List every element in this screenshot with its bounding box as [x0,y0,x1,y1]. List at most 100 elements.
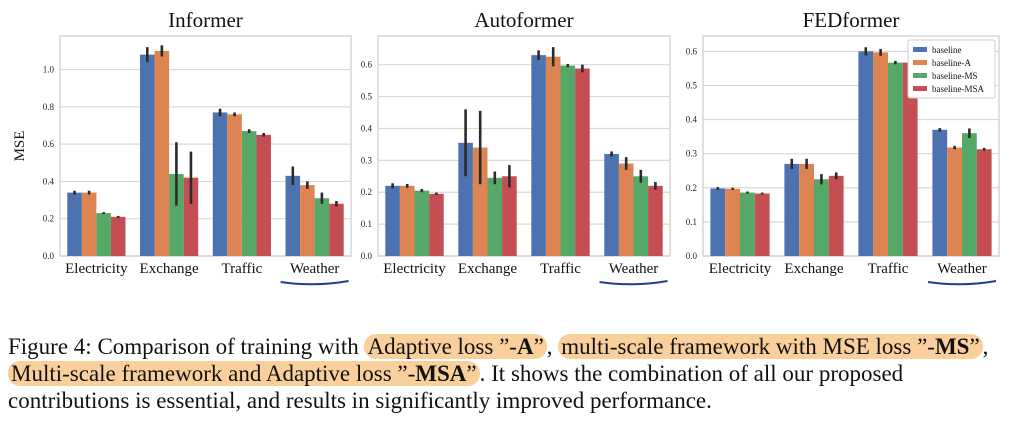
caption-highlight-multi-scale-adaptive: Multi-scale framework and Adaptive loss … [8,361,480,386]
caption-highlight-adaptive-loss: Adaptive loss ”-A” [364,334,547,359]
bar [814,179,829,256]
legend-label: baseline-A [932,58,971,68]
bar [873,52,888,256]
caption-hl3-bold: MSA [415,361,467,386]
bar [633,176,649,256]
bar [947,147,962,256]
bar [618,163,634,256]
y-tick-label: 0.2 [361,187,372,197]
bar [725,188,740,256]
x-tick-label: Traffic [221,261,262,277]
caption-hl1-text: Adaptive loss ”- [367,334,517,359]
x-tick-label: Electricity [383,261,446,277]
bar [414,190,430,256]
y-tick-label: 1.0 [43,65,55,75]
bar [429,193,444,256]
bar [754,193,770,256]
bar [399,185,415,256]
x-tick-label: Traffic [868,261,909,277]
x-tick-label: Weather [609,261,659,277]
bar [329,203,344,256]
bar [740,192,755,256]
plot-frame [377,35,671,257]
bar [385,185,400,256]
bar [256,134,271,256]
bar [227,114,242,256]
bar [828,175,844,256]
bar [545,56,561,256]
y-tick-label: 0.6 [361,60,373,70]
y-tick-label: 0.5 [686,80,698,90]
legend-swatch [913,60,927,65]
bar [784,163,800,256]
figure-caption: Figure 4: Comparison of training with Ad… [8,333,1012,414]
caption-highlight-multi-scale-mse: multi-scale framework with MSE loss ”-MS… [558,334,983,359]
legend-swatch [913,86,927,91]
bar [487,177,503,256]
y-tick-label: 0.1 [686,217,697,227]
x-tick-label: Exchange [458,261,517,277]
y-tick-label: 0.1 [361,219,372,229]
y-tick-label: 0.4 [43,176,55,186]
y-tick-label: 0.3 [686,149,698,159]
bar [560,65,576,256]
bar [458,142,473,256]
figure-charts: 0.0 0.2 0.4 0.6 0.8 1.0 Informer MSE Electricity… [12,8,1000,286]
y-tick-label: 0.4 [361,123,373,133]
chart-title: Autoformer [474,8,573,32]
bar [575,68,590,257]
legend-label: baseline-MS [932,71,978,81]
bar [81,192,97,256]
x-tick-label: Exchange [140,261,199,277]
bar [648,185,663,256]
handwritten-underline [280,280,349,286]
caption-sep1: , [546,334,559,359]
caption-suffix: . It shows the combination of all our pr… [8,361,904,413]
bar [962,133,977,256]
y-tick-label: 0.8 [43,102,55,112]
bar [110,216,126,256]
bar [472,147,488,256]
y-tick-label: 0.3 [361,155,373,165]
bar [241,131,257,256]
legend-box [907,39,996,99]
y-tick-label: 0.2 [43,214,54,224]
bar [285,175,301,256]
x-tick-label: Weather [937,261,987,277]
x-tick-label: Exchange [784,261,843,277]
y-tick-label: 0.0 [43,251,55,261]
bar [604,153,619,256]
x-tick-label: Weather [290,261,340,277]
bar [169,173,184,256]
caption-hl2-end: ” [969,334,980,359]
bar [154,50,170,256]
caption-hl1-end: ” [533,334,544,359]
y-tick-label: 0.6 [43,139,55,149]
bar [531,55,546,257]
chart-title: FEDformer [803,8,900,32]
bar [799,163,814,256]
x-tick-label: Electricity [709,261,772,277]
bar [858,51,874,256]
caption-prefix: Figure 4: Comparison of training with [8,334,365,359]
y-tick-label: 0.5 [361,92,373,102]
bar [976,149,992,256]
handwritten-underline [927,280,997,286]
x-tick-label: Traffic [540,261,581,277]
y-tick-label: 0.0 [686,251,698,261]
y-tick-label: 0.2 [686,183,697,193]
bar [314,198,330,256]
legend-label: baseline [932,45,962,55]
bar [300,185,315,256]
bar [932,129,948,256]
bar [96,213,111,256]
y-tick-label: 0.6 [686,46,698,56]
legend-swatch [913,73,927,78]
legend-swatch [913,47,927,52]
bar [183,177,199,256]
handwritten-underline [599,280,668,286]
bar [67,192,82,256]
caption-hl3-text: Multi-scale framework and Adaptive loss … [11,361,416,386]
caption-hl1-bold: A [516,334,534,359]
y-axis-label: MSE [12,131,28,162]
